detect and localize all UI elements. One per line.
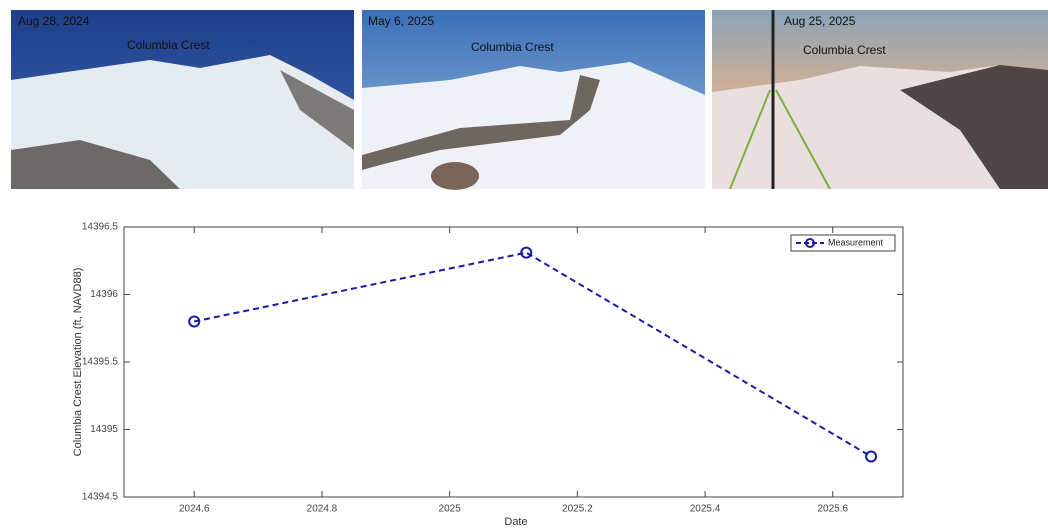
legend-label: Measurement xyxy=(828,237,884,247)
photo-date: Aug 28, 2024 xyxy=(18,14,90,28)
photo: Aug 28, 2024 Columbia Crest xyxy=(11,10,354,189)
photo-label: Columbia Crest xyxy=(471,40,554,54)
x-tick-label: 2024.8 xyxy=(307,504,338,515)
photo-rock xyxy=(280,70,354,150)
y-tick-label: 14396.5 xyxy=(82,222,119,233)
photo: Aug 25, 2025 Columbia Crest xyxy=(712,10,1048,190)
data-line xyxy=(194,251,872,458)
photo-date: May 6, 2025 xyxy=(368,14,434,28)
x-tick-label: 2025.6 xyxy=(817,504,848,515)
data-point xyxy=(865,450,878,463)
data-point xyxy=(188,315,201,328)
photo-rock xyxy=(11,140,180,189)
photo-rock xyxy=(362,75,600,170)
y-tick-label: 14395 xyxy=(90,424,118,435)
photo-tripod xyxy=(729,89,771,190)
photo: May 6, 2025 Columbia Crest xyxy=(362,10,705,190)
legend-marker xyxy=(805,238,815,248)
photo-tripod xyxy=(775,89,831,190)
y-tick-label: 14394.5 xyxy=(82,492,119,503)
photo-label: Columbia Crest xyxy=(803,43,886,57)
x-tick-label: 2025 xyxy=(439,504,462,515)
x-tick-label: 2024.6 xyxy=(179,504,210,515)
x-axis-label: Date xyxy=(504,516,527,528)
photo-rock xyxy=(431,162,479,190)
x-tick-label: 2025.2 xyxy=(562,504,593,515)
photo-label: Columbia Crest xyxy=(127,38,210,52)
y-tick-label: 14396 xyxy=(90,289,118,300)
photo-rock xyxy=(900,65,1048,189)
photo-date: Aug 25, 2025 xyxy=(784,14,856,28)
data-point xyxy=(520,246,533,259)
plot-area xyxy=(123,226,904,498)
y-axis-label: Columbia Crest Elevation (ft, NAVD88) xyxy=(72,268,84,457)
y-tick-label: 14395.5 xyxy=(82,357,119,368)
legend-box xyxy=(790,234,896,252)
x-tick-label: 2025.4 xyxy=(690,504,721,515)
